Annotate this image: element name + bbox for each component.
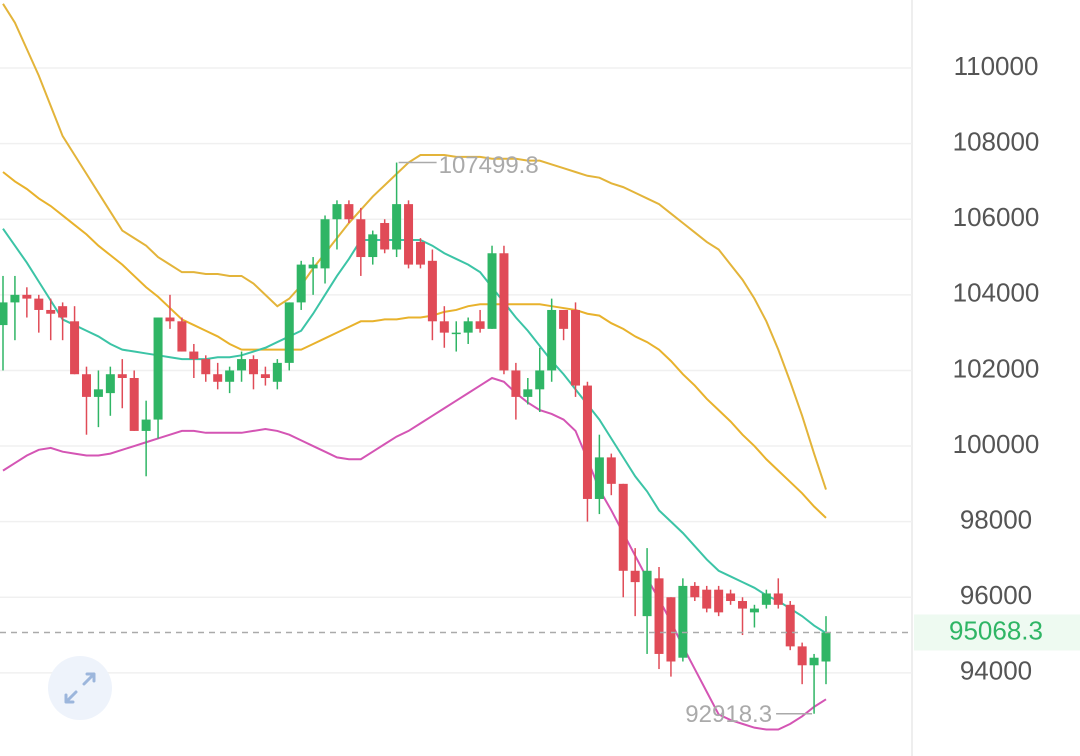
expand-icon: [64, 672, 96, 704]
candle-body: [702, 589, 712, 609]
candle-body: [0, 302, 8, 326]
overlay: 95068.3 107499.8 92918.3: [0, 152, 1080, 728]
min-label: 92918.3: [685, 701, 772, 728]
last-price-box: [914, 614, 1080, 651]
candle-body: [34, 298, 44, 310]
candle-body: [630, 570, 640, 583]
candle-body: [201, 359, 211, 375]
candle-body: [248, 359, 258, 375]
candle-body: [58, 306, 68, 318]
candle-body: [797, 646, 807, 666]
candle-body: [439, 321, 449, 333]
candle-body: [594, 457, 604, 499]
y-tick-label: 100000: [953, 429, 1040, 459]
candle-body: [666, 597, 676, 662]
candle-body: [225, 370, 235, 382]
candle-body: [117, 374, 127, 378]
candle-body: [404, 204, 414, 265]
candle-body: [427, 260, 437, 322]
candle-body: [368, 234, 378, 258]
candle-body: [284, 302, 294, 363]
candle-body: [10, 294, 20, 303]
candle-body: [129, 378, 139, 431]
candle-body: [618, 483, 628, 571]
candle-body: [451, 332, 461, 335]
candle-body: [559, 309, 569, 329]
candle-body: [761, 593, 771, 605]
candle-body: [499, 253, 509, 371]
candle-body: [606, 457, 616, 484]
expand-button[interactable]: [48, 656, 112, 720]
candle-body: [272, 362, 282, 382]
candle-body: [463, 321, 473, 333]
candle-body: [690, 585, 700, 598]
candle-body: [296, 264, 306, 303]
max-label: 107499.8: [439, 152, 539, 179]
candle-body: [213, 374, 223, 382]
candle-body: [678, 585, 688, 658]
candle-body: [726, 593, 736, 602]
candle-body: [189, 351, 199, 360]
candle-body: [165, 317, 175, 322]
candle-body: [821, 632, 831, 662]
y-tick-label: 104000: [953, 278, 1040, 308]
candle-body: [738, 601, 748, 609]
candle-body: [642, 570, 652, 617]
candle-body: [70, 321, 80, 375]
candle-body: [582, 385, 592, 499]
candle-body: [654, 578, 664, 654]
candle-body: [177, 321, 187, 352]
indicator-line: [2, 376, 827, 731]
candle-body: [105, 374, 115, 394]
candle-body: [356, 219, 366, 258]
y-tick-label: 106000: [953, 202, 1040, 232]
indicator-line: [2, 171, 827, 519]
candle-body: [785, 604, 795, 647]
candle-body: [22, 294, 32, 299]
candle-body: [415, 241, 425, 265]
candle-body: [714, 589, 724, 613]
y-tick-label: 112000: [954, 0, 1039, 5]
y-tick-label: 96000: [960, 580, 1032, 610]
candle-body: [344, 204, 354, 220]
expand-button-bg[interactable]: [48, 656, 112, 720]
candle-body: [237, 359, 247, 371]
candle-body: [93, 389, 103, 397]
candle-body: [571, 309, 581, 386]
candle-body: [260, 374, 270, 378]
last-price-label: 95068.3: [949, 615, 1043, 645]
candle-body: [773, 593, 783, 605]
candle-body: [153, 317, 163, 420]
candle-body: [475, 321, 485, 329]
indicator-lines: [2, 3, 827, 731]
candle-body: [141, 419, 151, 431]
indicator-line: [2, 228, 827, 634]
y-tick-label: 108000: [953, 127, 1040, 157]
y-tick-label: 94000: [960, 656, 1032, 686]
candle-body: [308, 264, 318, 269]
candle-body: [523, 389, 533, 397]
candle-body: [320, 219, 330, 269]
candle-body: [81, 374, 91, 397]
candle-body: [487, 253, 497, 329]
candle-body: [392, 204, 402, 250]
candles: [0, 162, 831, 714]
indicator-line: [2, 3, 827, 490]
candle-body: [46, 309, 56, 314]
y-tick-label: 110000: [954, 51, 1039, 81]
candle-body: [535, 370, 545, 390]
candle-body: [809, 657, 819, 666]
candle-body: [332, 204, 342, 220]
candle-body: [547, 309, 557, 371]
y-tick-label: 102000: [953, 353, 1040, 383]
grid: 94000 96000 98000 100000 102000 104000 106000 1…: [0, 0, 1039, 686]
candle-body: [749, 608, 759, 613]
candle-body: [380, 223, 390, 250]
candle-body: [511, 370, 521, 397]
y-tick-label: 98000: [960, 505, 1032, 535]
